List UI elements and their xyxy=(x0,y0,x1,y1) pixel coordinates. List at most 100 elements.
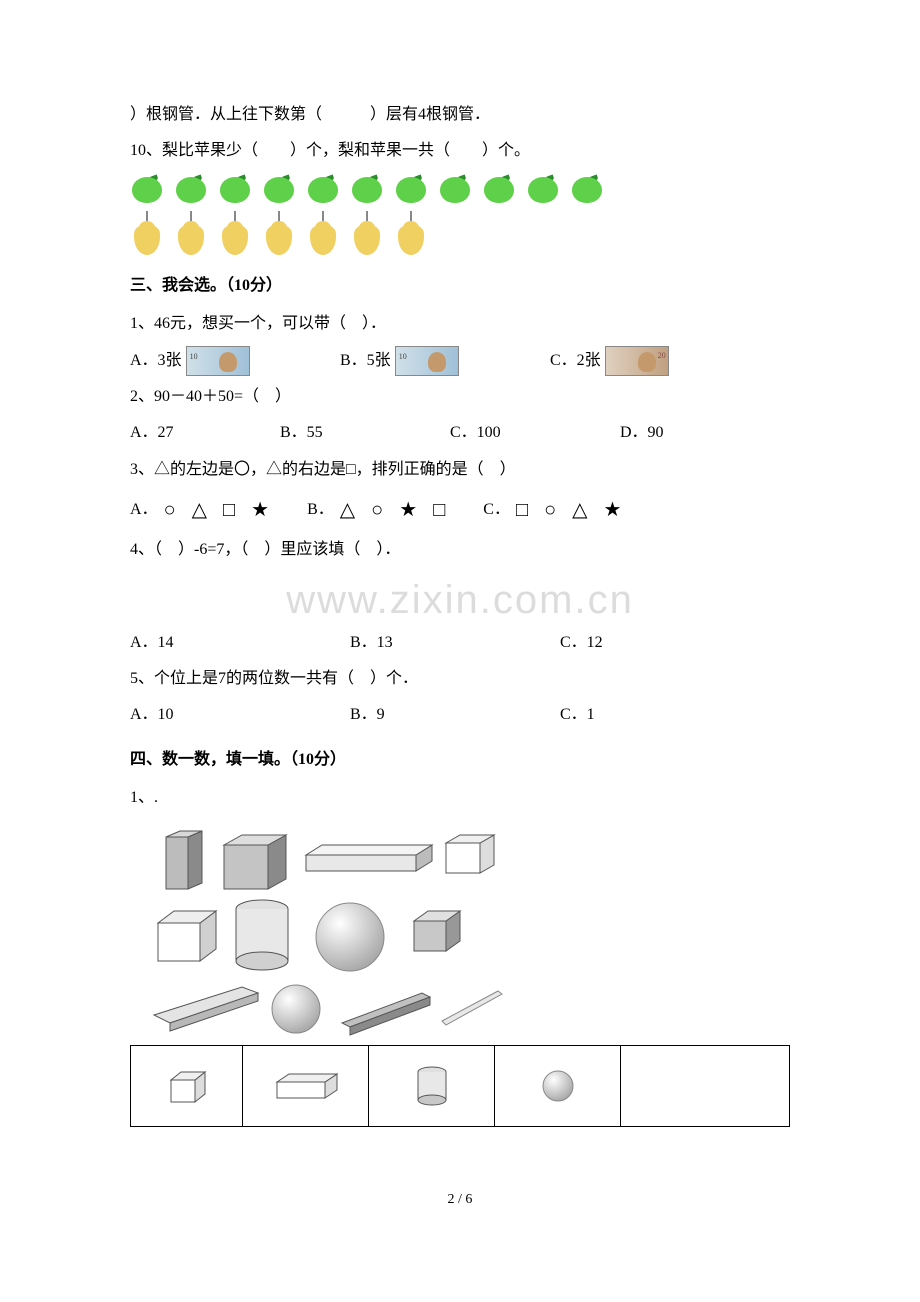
shape-symbol: □ xyxy=(223,491,235,529)
shape-symbol: △ xyxy=(340,491,355,529)
cell-cylinder xyxy=(369,1046,495,1126)
pear-icon xyxy=(394,211,428,257)
s3q4-a: A．14 xyxy=(130,628,350,658)
pear-icon xyxy=(262,211,296,257)
cube-small-icon xyxy=(414,911,460,951)
bill-10-icon: 10 xyxy=(395,346,459,376)
solids-collection xyxy=(130,819,500,1039)
s3q1-b-label: B．5张 xyxy=(340,346,391,376)
s3q3-c-label: C． xyxy=(483,495,510,525)
apple-row xyxy=(130,175,790,203)
s3q2-c: C．100 xyxy=(450,418,620,448)
cube-outline-icon xyxy=(158,911,216,961)
s3q4-b: B．13 xyxy=(350,628,560,658)
s3q1-opt-b: B．5张 10 xyxy=(340,346,550,376)
s3q5-text: 5、个位上是7的两位数一共有（ ）个． xyxy=(130,664,790,694)
q10-text: 10、梨比苹果少（ ）个，梨和苹果一共（ ）个。 xyxy=(130,136,790,166)
apple-icon xyxy=(394,175,428,203)
section4-title: 四、数一数，填一填。（10分） xyxy=(130,745,790,775)
s3q5-options: A．10 B．9 C．1 xyxy=(130,700,790,730)
rod-icon xyxy=(442,991,502,1025)
shape-seq-c: □○△★ xyxy=(516,491,622,529)
shape-symbol: ○ xyxy=(544,491,556,529)
apple-icon xyxy=(306,175,340,203)
page-number: 2 / 6 xyxy=(130,1187,790,1214)
shape-symbol: ○ xyxy=(164,491,176,529)
cell-cuboid xyxy=(243,1046,369,1126)
apple-icon xyxy=(570,175,604,203)
s3q3-options: A． ○△□★ B． △○★□ C． □○△★ xyxy=(130,491,790,529)
s3q4-c: C．12 xyxy=(560,628,603,658)
cube-outline-small-icon xyxy=(446,835,494,873)
apple-icon xyxy=(130,175,164,203)
apple-icon xyxy=(482,175,516,203)
bill-denom-20: 20 xyxy=(658,348,666,363)
s3q3-b-label: B． xyxy=(307,495,334,525)
s3q3-opt-c: C． □○△★ xyxy=(483,491,621,529)
s4q1-text: 1、. xyxy=(130,783,790,813)
s3q1-options: A．3张 10 B．5张 10 C．2张 20 xyxy=(130,346,790,376)
bill-denom-10: 10 xyxy=(190,349,198,364)
bill-20-icon: 20 xyxy=(605,346,669,376)
apple-icon xyxy=(262,175,296,203)
shape-symbol: ★ xyxy=(251,491,269,529)
apple-icon xyxy=(174,175,208,203)
sphere-cell-icon xyxy=(538,1066,578,1106)
s3q2-a: A．27 xyxy=(130,418,280,448)
cuboid-cell-icon xyxy=(271,1068,341,1104)
s3q2-options: A．27 B．55 C．100 D．90 xyxy=(130,418,790,448)
s3q2-text: 2、90－40＋50=（ ） xyxy=(130,382,790,412)
shape-symbol: ○ xyxy=(371,491,383,529)
watermark: www.zixin.com.cn xyxy=(130,562,790,638)
shape-symbol: ★ xyxy=(399,491,417,529)
cylinder-icon xyxy=(236,900,288,970)
pear-icon xyxy=(350,211,384,257)
s3q5-b: B．9 xyxy=(350,700,560,730)
cell-sphere xyxy=(495,1046,621,1126)
cylinder-cell-icon xyxy=(412,1062,452,1110)
pear-row xyxy=(130,211,790,257)
shape-count-table xyxy=(130,1045,790,1127)
cell-empty xyxy=(621,1046,790,1126)
s3q2-b: B．55 xyxy=(280,418,450,448)
s3q1-opt-a: A．3张 10 xyxy=(130,346,340,376)
q9-continuation: ）根钢管．从上往下数第（ ）层有4根钢管． xyxy=(130,100,790,130)
s3q4-options: A．14 B．13 C．12 xyxy=(130,628,790,658)
solids-svg xyxy=(146,827,516,1047)
cell-cube xyxy=(131,1046,243,1126)
bill-face-icon xyxy=(428,352,446,372)
apple-icon xyxy=(218,175,252,203)
slab-icon xyxy=(154,987,258,1031)
shape-symbol: □ xyxy=(516,491,528,529)
bill-10-icon: 10 xyxy=(186,346,250,376)
pear-icon xyxy=(130,211,164,257)
pear-icon xyxy=(218,211,252,257)
apple-icon xyxy=(526,175,560,203)
bill-face-icon xyxy=(638,352,656,372)
cuboid-tall-icon xyxy=(166,831,202,889)
s3q3-a-label: A． xyxy=(130,495,158,525)
s3q1-opt-c: C．2张 20 xyxy=(550,346,669,376)
s3q3-opt-a: A． ○△□★ xyxy=(130,491,269,529)
cube-shaded-icon xyxy=(224,835,286,889)
section3-title: 三、我会选。（10分） xyxy=(130,271,790,301)
cuboid-flat-icon xyxy=(306,845,432,871)
s3q2-d: D．90 xyxy=(620,418,664,448)
s3q5-a: A．10 xyxy=(130,700,350,730)
apple-icon xyxy=(438,175,472,203)
s3q4-text: 4、（ ）-6=7，（ ）里应该填（ ）． xyxy=(130,535,790,565)
s3q5-c: C．1 xyxy=(560,700,595,730)
cube-cell-icon xyxy=(165,1066,209,1106)
s3q1-c-label: C．2张 xyxy=(550,346,601,376)
sphere-large-icon xyxy=(316,903,384,971)
bill-denom-10: 10 xyxy=(399,349,407,364)
shape-seq-b: △ ○ ★ □ xyxy=(340,491,446,529)
s3q3-opt-b: B． △ ○ ★ □ xyxy=(307,491,445,529)
bill-face-icon xyxy=(219,352,237,372)
shape-seq-a: ○△□★ xyxy=(164,491,270,529)
s3q3-text: 3、△的左边是〇，△的右边是□，排列正确的是（ ） xyxy=(130,455,790,485)
apple-icon xyxy=(350,175,384,203)
pear-icon xyxy=(306,211,340,257)
shape-symbol: □ xyxy=(433,491,445,529)
s3q1-a-label: A．3张 xyxy=(130,346,182,376)
